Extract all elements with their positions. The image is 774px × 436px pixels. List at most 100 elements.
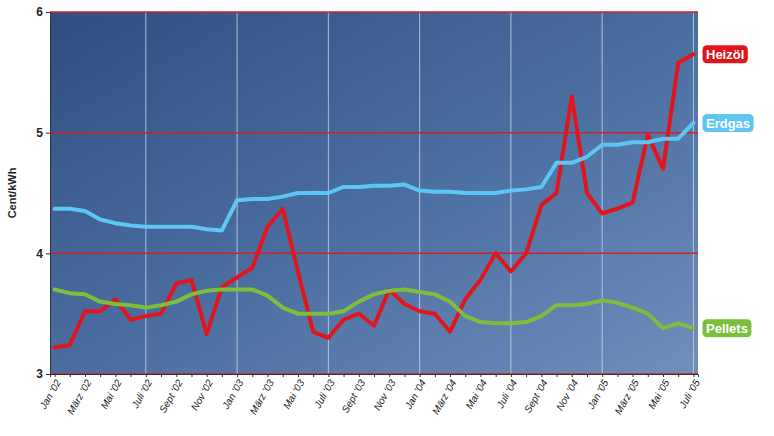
x-tick-mark bbox=[389, 374, 390, 377]
x-axis: Jan '02März '02Mai '02Juli '02Sept '02No… bbox=[37, 374, 702, 416]
y-axis-line bbox=[46, 13, 51, 375]
x-tick bbox=[404, 374, 405, 377]
y-axis-title: Cent/kWh bbox=[6, 167, 18, 218]
x-tick-mark bbox=[602, 374, 603, 377]
grid-line bbox=[50, 253, 698, 255]
y-tick-label: 4 bbox=[36, 247, 43, 261]
x-tick-label: Juli '03 bbox=[311, 377, 337, 410]
y-tick: 6 bbox=[36, 5, 50, 19]
grid-line bbox=[602, 12, 603, 374]
x-tick-mark bbox=[541, 374, 542, 377]
y-tick-label: 5 bbox=[36, 126, 43, 140]
x-tick-label: März '04 bbox=[430, 377, 459, 416]
series-label: Erdgas bbox=[702, 114, 754, 133]
grid-line bbox=[145, 12, 146, 374]
series-line bbox=[55, 290, 694, 329]
x-tick-mark bbox=[85, 374, 86, 377]
grid-line bbox=[419, 12, 420, 374]
x-tick: Nov '02 bbox=[189, 374, 216, 412]
x-tick bbox=[465, 374, 466, 377]
lines bbox=[55, 54, 694, 347]
x-tick: März '02 bbox=[65, 374, 94, 416]
x-tick-label: Nov '02 bbox=[189, 377, 216, 412]
x-tick: Sept '03 bbox=[340, 374, 368, 415]
grid-line bbox=[510, 12, 511, 374]
x-tick: März '04 bbox=[430, 374, 459, 416]
x-tick: Sept '04 bbox=[522, 374, 550, 415]
x-tick-mark bbox=[222, 374, 223, 377]
x-tick-label: Juli '05 bbox=[676, 377, 702, 410]
x-tick bbox=[222, 374, 223, 377]
x-tick-mark bbox=[207, 374, 208, 377]
x-tick-mark bbox=[480, 374, 481, 377]
x-tick-mark bbox=[268, 374, 269, 377]
x-tick-mark bbox=[344, 374, 345, 377]
x-tick: Juli '04 bbox=[494, 374, 520, 411]
x-tick-mark bbox=[146, 374, 147, 377]
x-tick: Juli '02 bbox=[129, 374, 155, 411]
y-axis: 3 4 5 6 bbox=[36, 5, 50, 381]
x-tick bbox=[496, 374, 497, 377]
x-tick bbox=[283, 374, 284, 377]
series-label-box bbox=[702, 319, 752, 338]
x-tick: Jan '05 bbox=[585, 374, 611, 412]
x-tick bbox=[678, 374, 679, 377]
x-tick-mark bbox=[115, 374, 116, 377]
x-tick-mark bbox=[496, 374, 497, 377]
x-tick-label: Mai '02 bbox=[98, 377, 124, 411]
x-tick: Juli '05 bbox=[676, 374, 702, 411]
x-tick bbox=[131, 374, 132, 377]
y-grid bbox=[50, 12, 698, 374]
x-tick-label: Nov '03 bbox=[371, 377, 398, 412]
x-tick-mark bbox=[298, 374, 299, 377]
series-label-text: Pellets bbox=[706, 321, 748, 336]
x-tick-mark bbox=[237, 374, 238, 377]
series-label-text: Heizöl bbox=[706, 47, 744, 62]
x-tick-mark bbox=[557, 374, 558, 377]
x-axis-line bbox=[51, 375, 699, 378]
x-tick-mark bbox=[359, 374, 360, 377]
y-tick-mark bbox=[46, 253, 50, 254]
x-tick-label: Mai '05 bbox=[646, 377, 672, 411]
x-tick-mark bbox=[617, 374, 618, 377]
x-tick-mark bbox=[587, 374, 588, 377]
x-tick-mark bbox=[465, 374, 466, 377]
x-tick-mark bbox=[572, 374, 573, 377]
x-tick-mark bbox=[420, 374, 421, 377]
x-tick-mark bbox=[450, 374, 451, 377]
x-tick bbox=[191, 374, 192, 377]
x-tick: Mai '05 bbox=[646, 374, 672, 411]
x-tick-mark bbox=[526, 374, 527, 377]
x-tick bbox=[70, 374, 71, 377]
plot: Jan '02März '02Mai '02Juli '02Sept '02No… bbox=[36, 5, 702, 416]
x-tick-mark bbox=[648, 374, 649, 377]
x-grid bbox=[146, 12, 694, 374]
chart: Jan '02März '02Mai '02Juli '02Sept '02No… bbox=[0, 0, 774, 436]
x-tick: März '05 bbox=[613, 374, 642, 416]
x-tick-mark bbox=[511, 374, 512, 377]
series-line bbox=[55, 54, 694, 347]
x-tick-label: März '05 bbox=[613, 377, 642, 416]
series-label: Heizöl bbox=[702, 45, 748, 64]
x-tick-label: Jan '02 bbox=[37, 377, 63, 411]
x-tick: Nov '03 bbox=[371, 374, 398, 412]
x-tick: Mai '04 bbox=[463, 374, 489, 411]
grid-line bbox=[693, 12, 694, 374]
x-tick bbox=[161, 374, 162, 377]
x-tick: Jan '04 bbox=[402, 374, 428, 412]
x-tick-label: März '02 bbox=[65, 377, 94, 416]
x-tick-label: Nov '04 bbox=[554, 377, 581, 412]
x-tick bbox=[617, 374, 618, 377]
x-tick-mark bbox=[374, 374, 375, 377]
x-tick-mark bbox=[435, 374, 436, 377]
series-label: Pellets bbox=[702, 319, 752, 338]
series-labels: Heizöl Erdgas Pellets bbox=[702, 45, 754, 338]
plot-background bbox=[50, 12, 698, 374]
x-tick-mark bbox=[176, 374, 177, 377]
x-tick-mark bbox=[55, 374, 56, 377]
grid-line bbox=[50, 11, 698, 13]
y-tick-label: 3 bbox=[36, 367, 43, 381]
x-tick-label: Sept '04 bbox=[522, 377, 550, 414]
x-tick-label: März '03 bbox=[247, 377, 276, 416]
y-tick: 3 bbox=[36, 367, 50, 381]
